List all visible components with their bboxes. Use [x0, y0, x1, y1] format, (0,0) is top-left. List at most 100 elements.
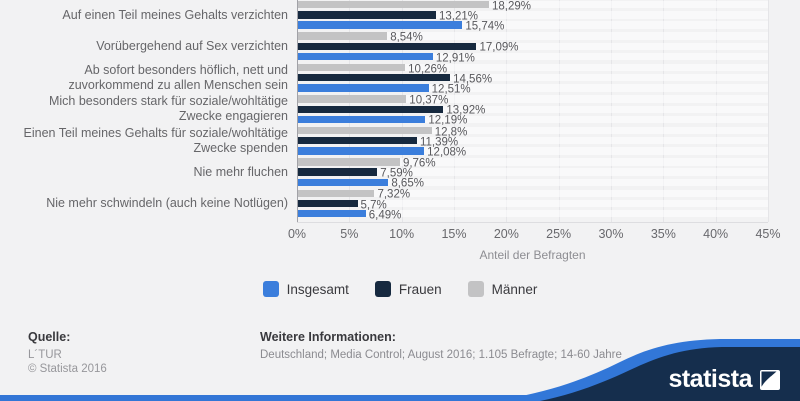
copyright-text: © Statista 2016	[28, 363, 107, 375]
category-label: Vorübergehend auf Sex verzichten	[96, 38, 288, 53]
legend-label: Frauen	[398, 281, 442, 297]
bar-row-männer: 10,37%	[298, 95, 768, 107]
bar	[298, 199, 358, 208]
x-axis-tick-label: 45%	[755, 227, 781, 241]
gridline	[768, 0, 769, 222]
bar-row-insgesamt: 8,65%	[298, 178, 768, 190]
more-info-block: Weitere Informationen: Deutschland; Medi…	[260, 330, 622, 362]
bar-value-label: 12,8%	[434, 126, 468, 138]
bar-value-label: 17,09%	[479, 41, 519, 54]
x-axis-tick-label: 35%	[650, 227, 676, 241]
bar-row-männer: 10,26%	[298, 63, 768, 75]
bar-track	[298, 84, 768, 92]
bar-row-frauen: 13,21%	[298, 10, 768, 22]
bar-track	[298, 115, 768, 124]
bar-track	[298, 126, 768, 135]
bar-row-männer: 18,29%	[298, 0, 768, 12]
bar-row-männer: 9,76%	[298, 157, 768, 169]
x-axis-tick-label: 20%	[493, 227, 519, 241]
bar-row-frauen: 5,7%	[298, 199, 768, 211]
bar-value-label: 13,21%	[438, 10, 478, 23]
bar-value-label: 18,29%	[492, 0, 532, 13]
bar	[298, 137, 417, 145]
bar-value-label: 5,7%	[360, 199, 387, 212]
category-label: Nie mehr fluchen	[193, 164, 289, 179]
category-label: Ab sofort besonders höflich, nett und zu…	[68, 62, 288, 92]
bar	[298, 168, 378, 176]
y-axis-line	[297, 0, 298, 222]
bar	[298, 178, 389, 187]
statista-logo: statista	[668, 367, 780, 392]
x-axis-tick-label: 15%	[441, 227, 467, 241]
bar-value-label: 10,37%	[409, 94, 449, 107]
x-axis-title: Anteil der Befragten	[479, 248, 586, 262]
bar-track	[298, 178, 768, 187]
bar-value-label: 7,32%	[377, 188, 411, 201]
category-label: Mich besonders stark für soziale/wohltät…	[48, 94, 288, 124]
statista-wordmark: statista	[668, 365, 752, 393]
bar-track	[298, 95, 768, 103]
legend-label: Männer	[491, 281, 538, 297]
more-info-text: Deutschland; Media Control; August 2016;…	[260, 349, 622, 361]
bar-track	[298, 11, 768, 19]
x-axis: 0% 5% 10% 15% 20% 25% 30% 35% 40% 45%	[288, 227, 781, 243]
bar	[298, 158, 400, 166]
bar-row-frauen: 17,09%	[298, 42, 768, 54]
bar	[298, 74, 451, 82]
legend-swatch	[467, 281, 484, 297]
bar-track	[298, 147, 768, 155]
bar	[298, 11, 436, 19]
bar	[298, 32, 388, 40]
bar-row-insgesamt: 12,91%	[298, 52, 768, 64]
bar	[298, 52, 433, 61]
bar-row-insgesamt: 12,08%	[298, 146, 768, 158]
bar-value-label: 7,59%	[380, 167, 413, 180]
bar-value-label: 9,76%	[402, 157, 436, 170]
bar-track	[298, 52, 768, 61]
bar-value-label: 15,74%	[465, 20, 505, 33]
legend-swatch	[374, 281, 391, 297]
legend-swatch	[262, 281, 279, 297]
brand-wave-graphic	[490, 339, 800, 401]
x-axis-tick-label: 40%	[703, 227, 729, 241]
legend-item: Männer	[467, 281, 538, 297]
bar-row-insgesamt: 6,49%	[298, 209, 768, 221]
bar-row-frauen: 7,59%	[298, 168, 768, 180]
category-label: Auf einen Teil meines Gehalts verzichten	[62, 7, 288, 22]
statista-logo-icon	[760, 369, 780, 390]
more-info-heading: Weitere Informationen:	[260, 330, 396, 344]
bar-row-insgesamt: 15,74%	[298, 21, 768, 33]
bar-value-label: 8,65%	[391, 177, 424, 190]
bar-row-frauen: 14,56%	[298, 73, 768, 85]
x-axis-tick-label: 5%	[340, 227, 359, 241]
bar-track	[298, 63, 768, 72]
bar	[298, 126, 432, 135]
bar-row-männer: 8,54%	[298, 32, 768, 44]
bar	[298, 189, 375, 198]
x-axis-tick-label: 10%	[389, 227, 415, 241]
bar	[298, 84, 429, 92]
x-axis-tick-label: 25%	[546, 227, 572, 241]
bar-track	[298, 74, 768, 82]
bar-value-label: 11,39%	[419, 136, 459, 149]
legend-item: Insgesamt	[262, 281, 349, 297]
category-label: Einen Teil meines Gehalts für soziale/wo…	[23, 125, 289, 155]
source-block: Quelle: L´TUR © Statista 2016	[28, 330, 107, 376]
bar-value-label: 13,92%	[446, 104, 486, 117]
bar-track	[298, 21, 768, 29]
bar-row-männer: 12,8%	[298, 126, 768, 138]
bar-row-insgesamt: 12,19%	[298, 115, 768, 127]
category-label: Nie mehr schwindeln (auch keine Notlügen…	[46, 196, 288, 211]
bar	[298, 21, 463, 29]
bar-track	[298, 1, 768, 9]
bar-track	[298, 210, 768, 218]
bar-value-label: 12,08%	[427, 146, 467, 159]
source-heading: Quelle:	[28, 330, 71, 344]
bottom-accent-bar	[0, 395, 800, 401]
bar-row-insgesamt: 12,51%	[298, 84, 768, 96]
bar-track	[298, 137, 768, 145]
bar-value-label: 6,49%	[368, 209, 402, 222]
x-axis-tick-label: 30%	[598, 227, 624, 241]
bar-value-label: 8,54%	[390, 31, 423, 44]
